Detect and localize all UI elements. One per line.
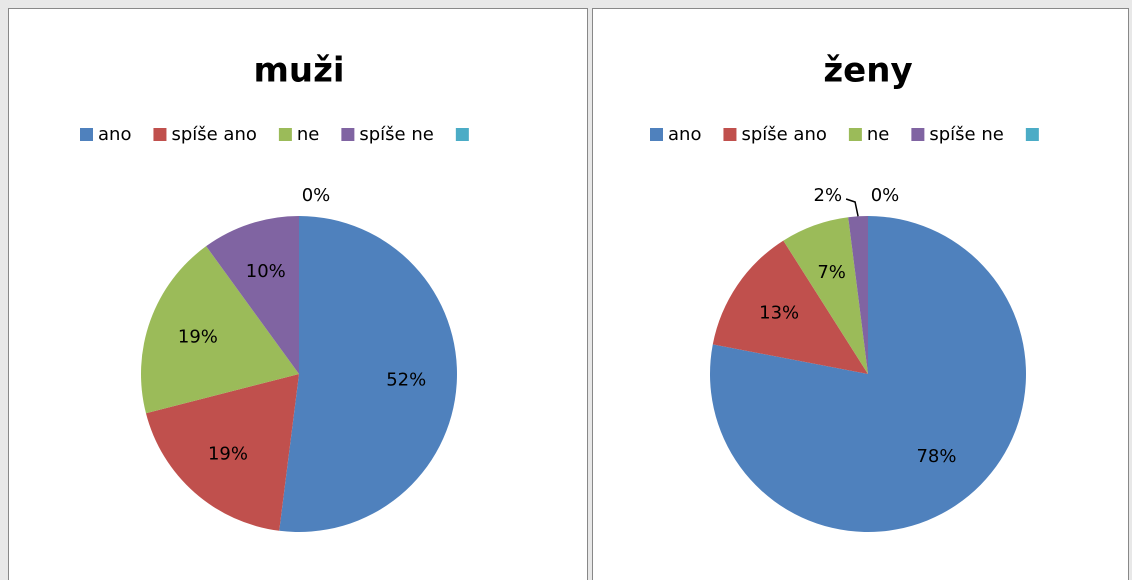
legend-label: spíše ne: [929, 124, 1003, 145]
legend-label: ne: [297, 124, 319, 145]
legend-swatch: [278, 128, 292, 141]
legend-swatch: [80, 128, 93, 141]
data-label: 2%: [814, 185, 843, 206]
data-label: 78%: [916, 446, 956, 467]
pie-slice: [145, 374, 299, 531]
pie-slice: [279, 216, 457, 532]
legend-swatch: [723, 128, 737, 141]
legend-swatch: [153, 128, 167, 141]
legend-label: spíše ano: [171, 124, 256, 145]
data-label: 19%: [178, 327, 218, 348]
pie-slice: [848, 216, 868, 374]
data-label: 19%: [208, 444, 248, 465]
legend-label: spíše ano: [741, 124, 826, 145]
legend-label: ano: [98, 124, 131, 145]
pie-slice: [141, 246, 299, 414]
data-label: 13%: [759, 303, 799, 324]
chart-title: muži: [253, 51, 344, 91]
legend-swatch: [848, 128, 862, 141]
legend-label: spíše ne: [359, 124, 433, 145]
leader-line: [845, 198, 859, 217]
data-label: 0%: [871, 185, 900, 206]
pie-slice: [783, 217, 868, 374]
legend-label: ano: [668, 124, 701, 145]
legend-swatch: [1025, 128, 1039, 141]
legend-swatch: [650, 128, 663, 141]
legend-swatch: [455, 128, 469, 141]
data-label: 10%: [246, 261, 286, 282]
legend-label: ne: [867, 124, 889, 145]
chart-title: ženy: [823, 51, 912, 91]
data-label: 7%: [817, 262, 846, 283]
data-label: 0%: [302, 185, 331, 206]
legend-swatch: [341, 128, 355, 141]
data-label: 52%: [386, 370, 426, 391]
pie-slice: [712, 240, 868, 374]
legend-swatch: [911, 128, 925, 141]
pie-slice: [206, 216, 299, 374]
